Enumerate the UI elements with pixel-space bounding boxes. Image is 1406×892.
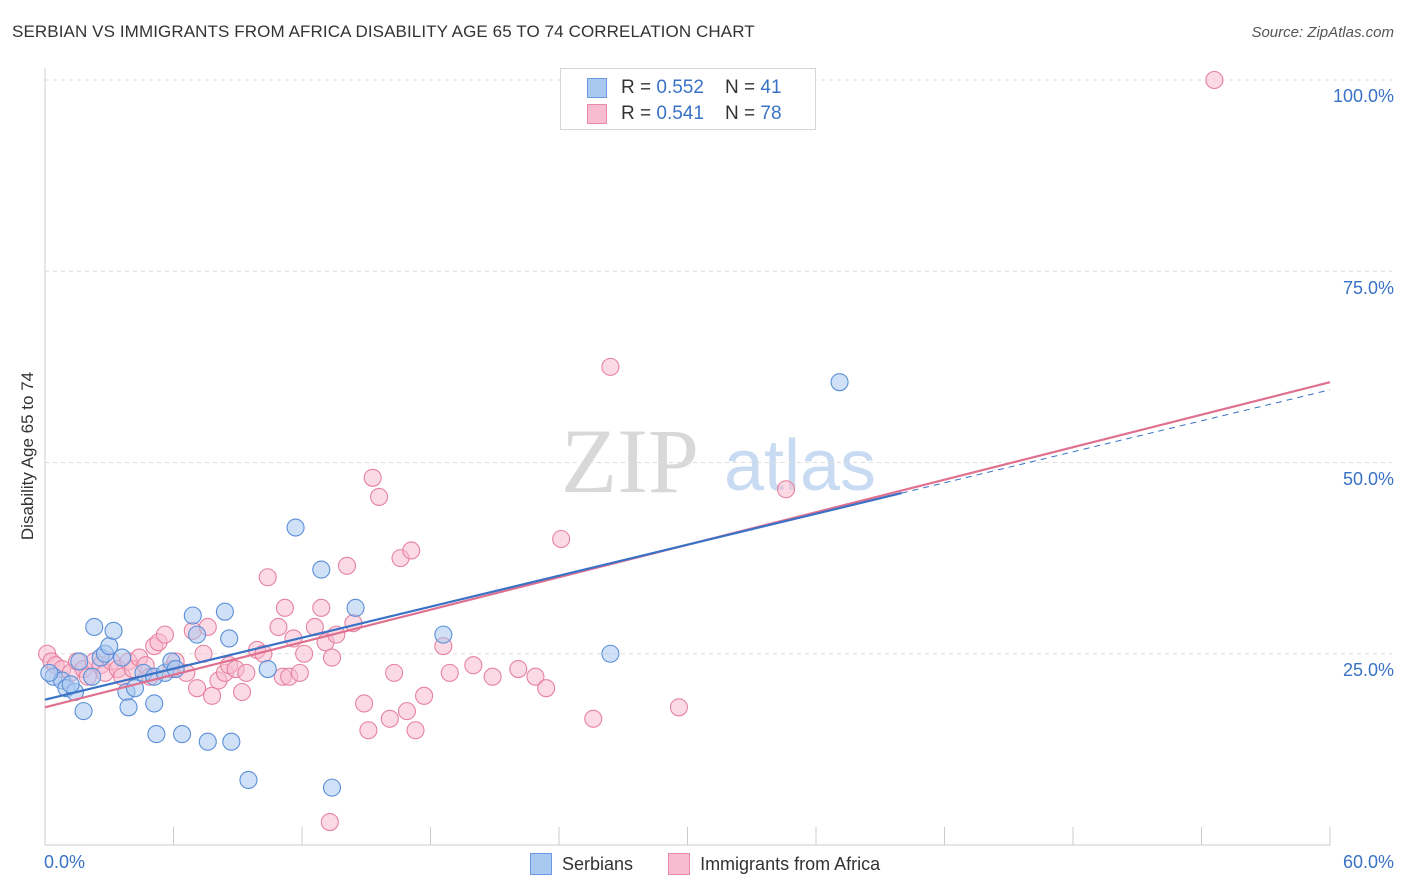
africa-point-60 [402,541,421,560]
trend-line-serbians [44,492,902,701]
serbians-point-39 [40,663,59,682]
africa-point-70 [552,529,571,549]
legend-swatch-africa [587,104,607,124]
serbians-point-11 [104,621,123,640]
legend-swatch-serbians [587,78,607,98]
africa-point-44 [295,644,314,663]
serbians-point-36 [434,625,453,644]
x-tick-label-min: 0.0% [44,852,86,872]
series-legend: Serbians Immigrants from Africa [530,852,910,876]
serbians-point-14 [119,698,138,717]
serbians-point-19 [147,725,166,744]
africa-point-52 [355,694,374,713]
africa-point-57 [385,663,404,682]
africa-point-65 [464,656,483,675]
africa-point-43 [290,663,309,682]
serbians-point-34 [322,778,342,797]
africa-point-46 [312,598,331,617]
stats-legend: R = 0.552 N = 41 R = 0.541 N = 78 [560,68,816,130]
legend-r-label: R = [621,103,657,124]
serbians-point-5 [74,702,93,721]
serbians-point-18 [145,694,164,713]
legend-item-africa[interactable]: Immigrants from Africa [668,852,880,876]
africa-point-72 [601,357,620,376]
serbians-point-38 [830,373,849,392]
legend-r-value: 0.552 [656,77,704,98]
africa-point-38 [258,568,277,587]
serbians-point-35 [346,598,365,617]
africa-point-56 [380,709,399,728]
africa-point-26 [188,679,207,698]
watermark: ZIP atlas [561,410,876,512]
chart-title: SERBIAN VS IMMIGRANTS FROM AFRICA DISABI… [12,22,755,41]
africa-point-75 [1205,70,1224,90]
legend-r-label: R = [621,77,657,98]
africa-point-74 [776,480,796,499]
serbians-point-6 [83,667,102,686]
legend-n-label: N = [725,103,761,124]
series-serbians [40,373,849,797]
serbians-point-30 [239,770,258,790]
legend-swatch-africa [668,853,691,875]
axes [44,68,1331,846]
serbians-point-31 [258,659,277,679]
serbians-point-27 [215,602,234,621]
africa-point-64 [440,663,459,682]
africa-point-77 [320,812,339,832]
y-tick-label-75: 75.0% [1342,278,1394,298]
africa-point-53 [359,721,378,740]
serbians-point-32 [286,518,305,537]
legend-label-serbians: Serbians [562,854,634,874]
serbians-point-7 [85,617,104,637]
trend-lines [44,381,1331,709]
africa-point-54 [363,468,382,487]
africa-point-29 [203,686,222,705]
africa-point-59 [397,702,416,721]
africa-point-62 [415,686,434,705]
africa-point-73 [669,698,688,717]
legend-n-value: 41 [760,77,782,98]
legend-swatch-serbians [530,853,552,875]
africa-point-39 [269,617,288,637]
legend-label-africa: Immigrants from Africa [700,854,881,874]
watermark-atlas: atlas [724,426,876,506]
y-tick-label-25: 25.0% [1342,660,1394,680]
legend-n-value: 78 [760,103,782,124]
africa-point-50 [337,556,357,575]
serbians-point-37 [601,644,620,663]
serbians-point-26 [198,732,217,751]
x-tick-label-max: 60.0% [1342,852,1394,872]
africa-point-69 [537,679,556,698]
trend-line-serbians-extension [901,389,1331,494]
y-tick-label-50: 50.0% [1342,469,1394,489]
legend-item-serbians[interactable]: Serbians [530,852,633,876]
y-tick-label-100: 100.0% [1332,86,1394,106]
serbians-point-40 [61,675,80,694]
legend-n-label: N = [725,77,761,98]
serbians-point-24 [183,606,202,625]
africa-point-67 [509,659,528,679]
source-label: Source: ZipAtlas.com [1251,24,1394,41]
gridlines [45,79,1392,655]
africa-point-68 [526,667,545,686]
africa-point-61 [406,721,425,740]
watermark-zip: ZIP [561,410,699,512]
legend-r-value: 0.541 [656,103,704,124]
africa-point-34 [232,682,252,702]
africa-point-21 [155,625,174,644]
africa-point-55 [370,487,389,506]
africa-point-66 [483,667,502,686]
africa-point-35 [237,663,256,682]
serbians-point-28 [220,629,239,648]
serbians-point-29 [222,732,241,751]
serbians-point-25 [188,625,207,644]
serbians-point-4 [70,652,89,671]
serbians-point-12 [113,648,132,667]
africa-point-71 [584,709,603,728]
africa-point-76 [275,598,294,617]
serbians-point-33 [312,560,331,579]
africa-point-48 [322,648,342,667]
serbians-point-23 [173,725,192,744]
